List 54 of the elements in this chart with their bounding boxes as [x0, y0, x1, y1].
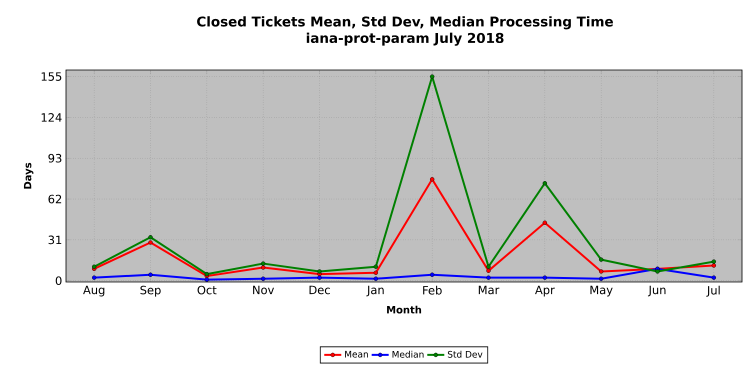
point	[430, 272, 434, 277]
x-tick-label: Jan	[366, 286, 384, 296]
y-axis-title: Days	[24, 162, 34, 189]
x-tick-label: Mar	[478, 286, 500, 294]
point	[542, 220, 548, 225]
x-axis-title: Month	[387, 306, 422, 314]
point	[655, 269, 660, 274]
point	[430, 74, 434, 79]
x-tick-label: Dec	[310, 286, 330, 294]
point	[374, 264, 378, 269]
y-tick-label: 62	[48, 194, 62, 204]
legend-label: Median	[392, 350, 424, 358]
point	[712, 263, 716, 268]
y-tick-label: 31	[48, 236, 62, 244]
legend-label: Std Dev	[448, 350, 482, 358]
point	[486, 268, 491, 273]
point	[148, 272, 153, 277]
point	[374, 270, 378, 275]
point	[486, 275, 491, 280]
point	[148, 240, 153, 245]
point	[542, 275, 548, 280]
point	[430, 177, 434, 182]
legend-label: Mean	[345, 350, 368, 358]
point	[598, 257, 604, 262]
point	[148, 235, 153, 240]
point	[486, 264, 491, 269]
point	[542, 181, 548, 186]
x-tick-label: Jun	[648, 286, 666, 296]
x-tick-label: Sep	[140, 286, 161, 297]
x-tick-label: Oct	[198, 286, 216, 294]
point	[712, 259, 716, 264]
point	[317, 269, 322, 274]
x-tick-label: Nov	[253, 286, 274, 294]
y-tick-label: 155	[42, 72, 62, 81]
point	[712, 275, 716, 280]
chart-title: Closed Tickets Mean, Std Dev, Median Processing Time iana-prot-param July 2018	[197, 16, 613, 46]
y-tick-label: 93	[48, 154, 62, 163]
x-tick-label: Jul	[706, 286, 720, 297]
x-tick-label: Aug	[83, 286, 104, 296]
point	[92, 264, 96, 269]
point	[260, 261, 266, 266]
point	[260, 265, 266, 270]
point	[374, 276, 378, 281]
point	[204, 277, 210, 282]
y-tick-label: 124	[42, 113, 62, 122]
point	[260, 276, 266, 281]
y-tick-label: 0	[56, 276, 62, 286]
point	[598, 269, 604, 274]
point	[92, 275, 96, 280]
x-tick-label: May	[590, 286, 613, 296]
point	[598, 276, 604, 281]
x-tick-label: Feb	[423, 286, 442, 295]
point	[317, 275, 322, 280]
x-tick-label: Apr	[535, 286, 555, 296]
